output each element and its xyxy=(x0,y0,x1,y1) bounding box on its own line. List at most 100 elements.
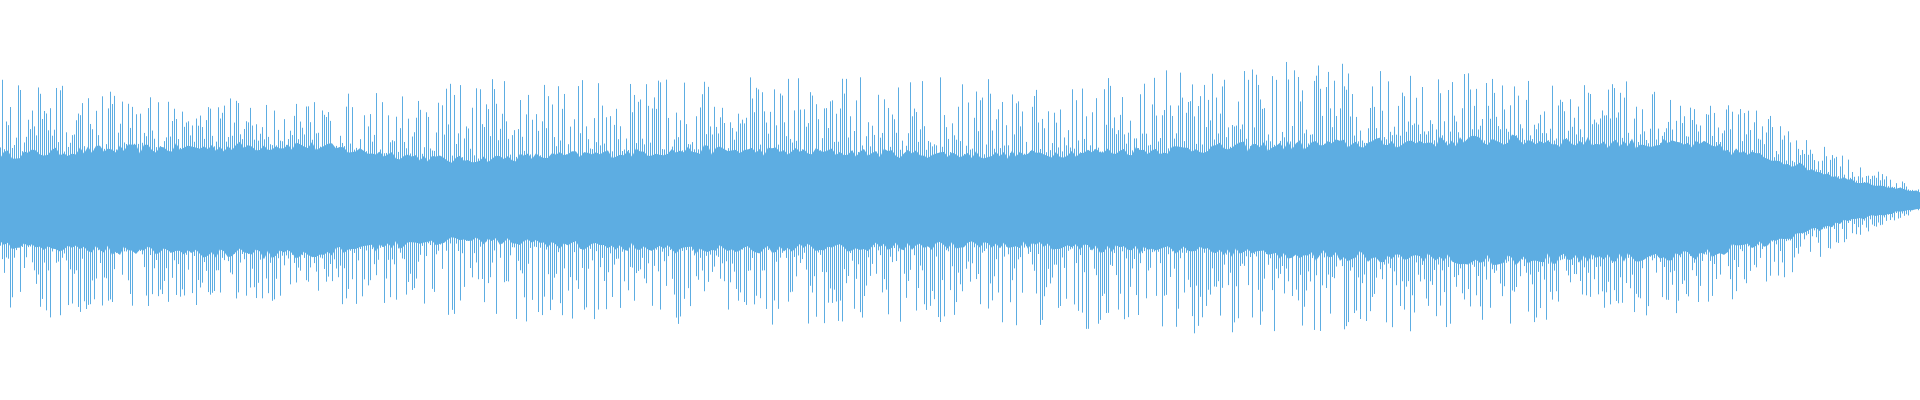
waveform-bar xyxy=(978,131,979,274)
waveform-bar xyxy=(618,139,619,259)
waveform-bar xyxy=(1886,176,1887,221)
waveform-bar xyxy=(1724,130,1725,253)
waveform-bar xyxy=(584,152,585,310)
waveform-bar xyxy=(1566,138,1567,271)
waveform-bar xyxy=(620,126,621,308)
waveform-bar xyxy=(1178,105,1179,309)
waveform-bar xyxy=(1300,101,1301,275)
waveform-bar xyxy=(1854,176,1855,224)
waveform-bar xyxy=(1558,105,1559,302)
waveform-bar xyxy=(626,138,627,249)
waveform-bar xyxy=(458,133,459,252)
waveform-bar xyxy=(1914,190,1915,210)
waveform-bar xyxy=(1868,175,1869,232)
waveform-bar xyxy=(310,122,311,268)
waveform-bar xyxy=(1474,105,1475,267)
waveform-bar xyxy=(482,124,483,279)
waveform-bar xyxy=(1408,121,1409,282)
waveform-bar xyxy=(720,117,721,279)
waveform-bar xyxy=(288,139,289,259)
waveform-bar xyxy=(360,139,361,250)
waveform-bar xyxy=(1108,78,1109,313)
waveform-bar xyxy=(332,146,333,282)
waveform-bar xyxy=(498,140,499,242)
waveform-bar xyxy=(1188,101,1189,280)
waveform-bar xyxy=(1508,131,1509,262)
waveform-bar xyxy=(246,121,247,296)
waveform-bar xyxy=(1192,84,1193,317)
waveform-bar xyxy=(886,151,887,290)
waveform-bar xyxy=(928,140,929,247)
waveform-bar xyxy=(960,141,961,285)
waveform-bar xyxy=(1684,116,1685,281)
waveform-bar xyxy=(1284,137,1285,294)
waveform-bar xyxy=(468,128,469,241)
waveform-bar xyxy=(514,130,515,248)
waveform-bar xyxy=(1546,133,1547,320)
waveform-bar xyxy=(1534,124,1535,323)
waveform-bar xyxy=(1572,126,1573,265)
waveform-bar xyxy=(700,107,701,258)
waveform-bar xyxy=(316,133,317,272)
waveform-bar xyxy=(136,114,137,252)
waveform-bar xyxy=(1258,84,1259,290)
waveform-bar xyxy=(64,151,65,254)
waveform-bar xyxy=(198,125,199,280)
waveform-bar xyxy=(80,115,81,312)
waveform-bar xyxy=(1526,99,1527,273)
waveform-bar xyxy=(1502,85,1503,297)
waveform-bar xyxy=(1106,124,1107,313)
waveform-bar xyxy=(1882,174,1883,225)
waveform-bar xyxy=(1536,129,1537,318)
waveform-bar xyxy=(1096,98,1097,276)
waveform-bar xyxy=(1190,101,1191,288)
waveform-bar xyxy=(254,139,255,288)
waveform-bar xyxy=(594,118,595,320)
waveform-bar xyxy=(1750,130,1751,271)
waveform-bar xyxy=(222,112,223,258)
waveform-bar xyxy=(780,93,781,258)
waveform-bar xyxy=(1182,97,1183,253)
waveform-bar xyxy=(878,94,879,251)
waveform-bar xyxy=(1586,141,1587,296)
waveform-bar xyxy=(1446,141,1447,328)
waveform-bar xyxy=(442,105,443,269)
waveform-bar xyxy=(1540,114,1541,309)
waveform-bar xyxy=(686,124,687,251)
waveform-bar xyxy=(1042,118,1043,320)
waveform-bar xyxy=(1018,101,1019,260)
waveform-bar xyxy=(744,123,745,303)
waveform-bar xyxy=(1092,112,1093,249)
waveform-bar xyxy=(714,106,715,267)
waveform-bar xyxy=(1532,139,1533,285)
waveform-bar xyxy=(1634,118,1635,313)
waveform-bar xyxy=(1176,133,1177,327)
waveform-bar xyxy=(1822,160,1823,230)
waveform-bar xyxy=(708,86,709,282)
waveform-bar xyxy=(1602,110,1603,292)
waveform-bar xyxy=(160,146,161,290)
waveform-bar xyxy=(282,141,283,256)
waveform-bar xyxy=(1464,74,1465,300)
waveform-bar xyxy=(792,142,793,292)
waveform-bar xyxy=(480,89,481,247)
waveform-bar xyxy=(28,119,29,248)
waveform-bar xyxy=(212,135,213,293)
waveform-bar xyxy=(836,113,837,302)
waveform-bar xyxy=(916,112,917,311)
waveform-bar xyxy=(118,132,119,254)
waveform-bar xyxy=(1276,79,1277,269)
waveform-bar xyxy=(1430,120,1431,282)
waveform-bar xyxy=(14,144,15,258)
waveform-bar xyxy=(1732,111,1733,300)
waveform-bar xyxy=(1836,156,1837,243)
waveform-bar xyxy=(544,84,545,297)
waveform-bar xyxy=(152,130,153,295)
waveform-bar xyxy=(200,115,201,288)
waveform-bar xyxy=(1616,117,1617,301)
waveform-bar xyxy=(404,141,405,260)
waveform-bar xyxy=(1892,186,1893,218)
waveform-bar xyxy=(78,113,79,307)
waveform-bar xyxy=(588,139,589,269)
